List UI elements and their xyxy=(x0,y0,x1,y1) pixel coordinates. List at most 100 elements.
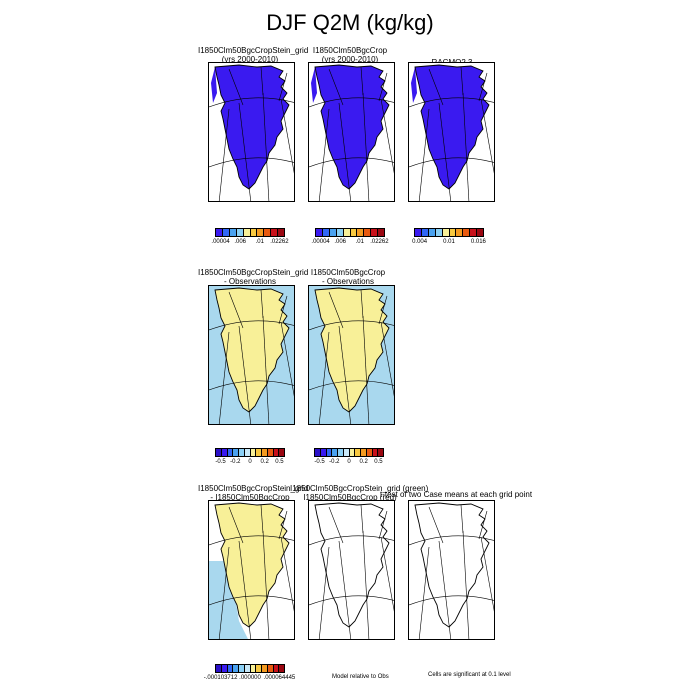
graticule-line xyxy=(228,68,244,106)
panel-title-line2: - Observations xyxy=(321,277,375,286)
graticule-line xyxy=(338,540,352,639)
colorbar-swatch xyxy=(250,665,257,672)
panel-title-r2c2: I1850Clm50BgcCrop - Observations xyxy=(296,268,400,286)
colorbar-tick-label: -.000103712 xyxy=(203,675,238,681)
colorbar-swatch xyxy=(338,449,344,456)
graticule-line xyxy=(438,102,452,201)
colorbar-tick-label: .02262 xyxy=(370,239,389,245)
panel-title-line1: I1850Clm50BgcCrop xyxy=(312,46,388,55)
colorbar-r2c2 xyxy=(314,448,384,457)
colorbar-swatch xyxy=(250,229,258,236)
coastline xyxy=(314,64,390,190)
colorbar-swatch xyxy=(372,449,379,456)
graticule-line xyxy=(309,320,394,331)
colorbar-swatch xyxy=(271,229,279,236)
colorbar-swatch xyxy=(278,229,285,236)
colorbar-tick-label: 0.5 xyxy=(374,459,383,465)
colorbar-swatch xyxy=(415,229,422,236)
colorbar-tick-label: .00004 xyxy=(211,239,230,245)
graticule-line xyxy=(378,510,388,540)
graticule-line xyxy=(280,98,294,174)
colorbar-swatch xyxy=(216,665,222,672)
panel-title-line1: I1850Clm50BgcCropStein_grid xyxy=(198,46,309,55)
colorbar-tick-label: 0.2 xyxy=(359,459,368,465)
field-fill xyxy=(415,65,489,189)
graticule-line xyxy=(338,102,352,201)
colorbar-swatch xyxy=(315,449,321,456)
colorbar-swatch xyxy=(428,229,436,236)
colorbar-swatch xyxy=(222,229,230,236)
graticule-line xyxy=(378,295,388,325)
colorbar-tick-label: 0 xyxy=(248,459,252,465)
graticule-line xyxy=(428,506,444,544)
field-fill xyxy=(315,65,389,189)
panel-title-r1c2: I1850Clm50BgcCrop (yrs 2000-2010) xyxy=(298,46,402,64)
field-fill xyxy=(315,288,389,412)
colorbar-swatch xyxy=(336,229,344,236)
colorbar-tick-label: .006 xyxy=(334,239,347,245)
field-fill xyxy=(211,67,217,103)
colorbar-swatch xyxy=(262,665,268,672)
colorbar-ticks-r1c1: .00004 .006 .01 .02262 xyxy=(211,239,288,247)
colorbar-swatch xyxy=(378,229,385,236)
graticule-line xyxy=(460,66,464,96)
graticule-line xyxy=(262,530,270,639)
colorbar-swatch xyxy=(267,449,274,456)
greenland-map xyxy=(209,286,294,424)
graticule-line xyxy=(218,108,230,201)
colorbar-tick-label: -0.5 xyxy=(314,459,325,465)
map-panel-r1c3 xyxy=(408,62,495,202)
graticule-line xyxy=(478,72,488,102)
graticule-line xyxy=(209,595,294,606)
graticule-line xyxy=(318,546,330,639)
graticule-line xyxy=(438,540,452,639)
colorbar-swatch xyxy=(421,229,429,236)
graticule-line xyxy=(360,66,364,96)
colorbar-swatch xyxy=(343,449,350,456)
graticule-line xyxy=(380,321,394,397)
graticule-line xyxy=(362,92,370,201)
colorbar-swatch xyxy=(244,665,251,672)
colorbar-swatch xyxy=(456,229,464,236)
graticule-line xyxy=(238,325,252,424)
colorbar-swatch xyxy=(267,665,274,672)
colorbar-swatch xyxy=(227,449,234,456)
panel-title-r3c1: I1850Clm50BgcCropStein_grid - I1850Clm50… xyxy=(198,484,308,502)
graticule-line xyxy=(280,536,294,612)
colorbar-tick-label: 0.2 xyxy=(260,459,269,465)
graticule-line xyxy=(328,291,344,329)
colorbar-tick-label: -0.2 xyxy=(329,459,340,465)
graticule-line xyxy=(378,72,388,102)
graticule-line xyxy=(480,98,494,174)
graticule-line xyxy=(409,97,494,108)
graticule-line xyxy=(418,546,430,639)
model-relative-note: Model relative to Obs xyxy=(332,674,389,680)
colorbar-swatch xyxy=(442,229,450,236)
graticule-line xyxy=(480,536,494,612)
field-fill xyxy=(215,65,289,189)
graticule-line xyxy=(462,530,470,639)
colorbar-tick-label: .000000 xyxy=(239,675,261,681)
colorbar-swatch xyxy=(221,665,228,672)
greenland-map xyxy=(309,286,394,424)
colorbar-r3c1 xyxy=(215,664,285,673)
colorbar-ticks-r2c2: -0.5 -0.2 0 0.2 0.5 xyxy=(314,459,384,467)
graticule-line xyxy=(409,535,494,546)
graticule-line xyxy=(218,331,230,424)
colorbar-swatch xyxy=(273,449,280,456)
colorbar-swatch xyxy=(233,665,239,672)
colorbar-swatch xyxy=(449,229,457,236)
graticule-line xyxy=(262,315,270,424)
colorbar-tick-label: -0.2 xyxy=(230,459,241,465)
graticule-line xyxy=(328,68,344,106)
graticule-line xyxy=(309,595,394,606)
panel-title-line2: (yrs 2000-2010) xyxy=(221,55,279,64)
coastline xyxy=(414,64,490,190)
colorbar-swatch xyxy=(366,449,373,456)
field-fill xyxy=(209,561,248,639)
colorbar-swatch xyxy=(470,229,478,236)
graticule-line xyxy=(360,504,364,534)
colorbar-swatch xyxy=(332,449,338,456)
map-panel-r3c1 xyxy=(208,500,295,640)
colorbar-swatch xyxy=(216,229,223,236)
